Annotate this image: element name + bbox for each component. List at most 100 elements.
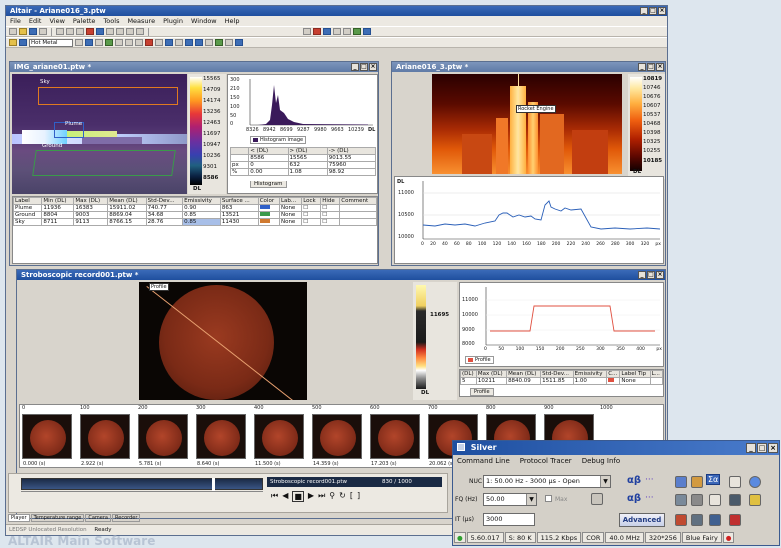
zoom-out-icon[interactable] (125, 39, 133, 46)
record-icon[interactable] (86, 28, 94, 35)
export-icon[interactable] (729, 514, 741, 526)
sigma-alpha-button[interactable]: Σα (706, 474, 721, 485)
ir-image-ariane[interactable]: Sky Plume Ground (12, 74, 187, 194)
frame-thumbnail[interactable] (196, 414, 246, 459)
palette-select[interactable]: Hot Metal (29, 38, 73, 47)
right-maximize-button[interactable]: □ (647, 63, 655, 71)
measure-tool-icon[interactable] (323, 28, 331, 35)
layout-icon[interactable] (215, 39, 223, 46)
help-icon[interactable] (136, 28, 144, 35)
info-icon[interactable] (749, 476, 761, 488)
minimize-button[interactable]: _ (640, 7, 648, 15)
step-back-icon[interactable]: ◀ (282, 491, 289, 500)
tab-camera[interactable]: Camera (85, 514, 111, 522)
table-row[interactable]: Plume 11936 16383 15911.02 740.77 0.90 8… (13, 204, 377, 212)
right-minimize-button[interactable]: _ (638, 63, 646, 71)
menu-view[interactable]: View (49, 17, 65, 25)
max-checkbox[interactable] (545, 495, 552, 502)
marker-icon[interactable]: ⚲ (329, 491, 336, 500)
flip-icon[interactable] (155, 39, 163, 46)
lock-checkbox[interactable]: ☐ (301, 204, 322, 212)
table-row[interactable]: Ground 8804 9003 8869.04 34.68 0.85 1352… (13, 211, 377, 219)
strobo-image[interactable]: Profile (139, 282, 307, 400)
it-input[interactable]: 3000 (483, 513, 535, 526)
redo-icon[interactable] (126, 28, 134, 35)
new-file-icon[interactable] (9, 28, 17, 35)
more-dots-icon[interactable]: ··· (645, 475, 654, 485)
zoom-in-icon[interactable] (115, 39, 123, 46)
frame-thumbnail[interactable] (138, 414, 188, 459)
profile-icon[interactable] (105, 39, 113, 46)
left-close-button[interactable]: × (369, 63, 377, 71)
maximize-button[interactable]: □ (649, 7, 657, 15)
nuc-select[interactable]: 1: 50.00 Hz - 3000 µs - Open ▼ (483, 475, 611, 488)
frame-thumbnail[interactable] (370, 414, 420, 459)
color-swatch[interactable] (257, 211, 280, 219)
chart-icon[interactable] (185, 39, 193, 46)
left-maximize-button[interactable]: □ (360, 63, 368, 71)
tab-recorder[interactable]: Recorder (112, 514, 141, 522)
lock-checkbox[interactable]: ☐ (301, 218, 322, 226)
menu-help[interactable]: Help (224, 17, 240, 25)
table-row[interactable]: Sky 8711 9113 8766.15 28.76 0.85 11430 N… (13, 218, 377, 226)
plugin-icon[interactable] (749, 494, 761, 506)
frame-thumbnail[interactable] (80, 414, 130, 459)
settings-icon[interactable] (675, 514, 687, 526)
palette-icon[interactable] (9, 39, 17, 46)
strobo-close-button[interactable]: × (656, 271, 664, 279)
paste-icon[interactable] (76, 28, 84, 35)
menu-plugin[interactable]: Plugin (163, 17, 183, 25)
color-swatch[interactable] (257, 204, 280, 212)
chevron-down-icon[interactable] (75, 39, 83, 46)
silver-maximize-button[interactable]: □ (757, 443, 767, 453)
advanced-button[interactable]: Advanced (619, 513, 665, 527)
camera-settings-icon[interactable] (675, 494, 687, 506)
tab-temperature-range[interactable]: Temperature range (30, 514, 85, 522)
roi-sky[interactable] (38, 87, 178, 105)
table-icon[interactable] (195, 39, 203, 46)
silver-close-button[interactable]: × (768, 443, 778, 453)
left-minimize-button[interactable]: _ (351, 63, 359, 71)
waveform-icon[interactable] (729, 476, 741, 488)
grid-icon[interactable] (95, 39, 103, 46)
hide-checkbox[interactable]: ☐ (320, 211, 341, 219)
ellipse-tool-icon[interactable] (353, 28, 361, 35)
more-dots-icon[interactable]: ··· (645, 493, 654, 503)
skip-start-icon[interactable]: ⏮ (271, 491, 279, 500)
silver-menu-debug-info[interactable]: Debug Info (581, 457, 621, 465)
roi-ground[interactable] (32, 150, 176, 176)
crosshair-icon[interactable] (175, 39, 183, 46)
chart-icon[interactable] (729, 494, 741, 506)
cut-icon[interactable] (56, 28, 64, 35)
device-icon[interactable] (691, 514, 703, 526)
display-icon[interactable] (19, 39, 27, 46)
print-icon[interactable] (39, 28, 47, 35)
cursor-icon[interactable] (165, 39, 173, 46)
undo-icon[interactable] (116, 28, 124, 35)
stop-icon[interactable]: ■ (292, 491, 304, 502)
ir-image-rocket-engine[interactable]: Rocket Engine (432, 74, 622, 174)
strobo-minimize-button[interactable]: _ (638, 271, 646, 279)
frame-thumbnail[interactable] (22, 414, 72, 459)
silver-minimize-button[interactable]: _ (746, 443, 756, 453)
menu-tools[interactable]: Tools (103, 17, 120, 25)
tab-histogram[interactable]: Histogram (250, 181, 287, 188)
right-close-button[interactable]: × (656, 63, 664, 71)
palette-tool-icon[interactable] (313, 28, 321, 35)
menu-measure[interactable]: Measure (127, 17, 156, 25)
rotate-icon[interactable] (145, 39, 153, 46)
open-folder-icon[interactable] (19, 28, 27, 35)
fast-forward-icon[interactable] (591, 493, 603, 505)
camera-icon[interactable] (96, 28, 104, 35)
tools-icon[interactable] (691, 476, 703, 488)
rect-tool-icon[interactable] (343, 28, 351, 35)
tile-icon[interactable] (235, 39, 243, 46)
strobo-maximize-button[interactable]: □ (647, 271, 655, 279)
save-icon[interactable] (29, 28, 37, 35)
hide-checkbox[interactable]: ☐ (320, 204, 341, 212)
alpha-beta-button[interactable]: αβ (627, 475, 642, 486)
histogram-icon[interactable] (85, 39, 93, 46)
menu-file[interactable]: File (10, 17, 21, 25)
window-icon[interactable] (225, 39, 233, 46)
menu-window[interactable]: Window (190, 17, 217, 25)
